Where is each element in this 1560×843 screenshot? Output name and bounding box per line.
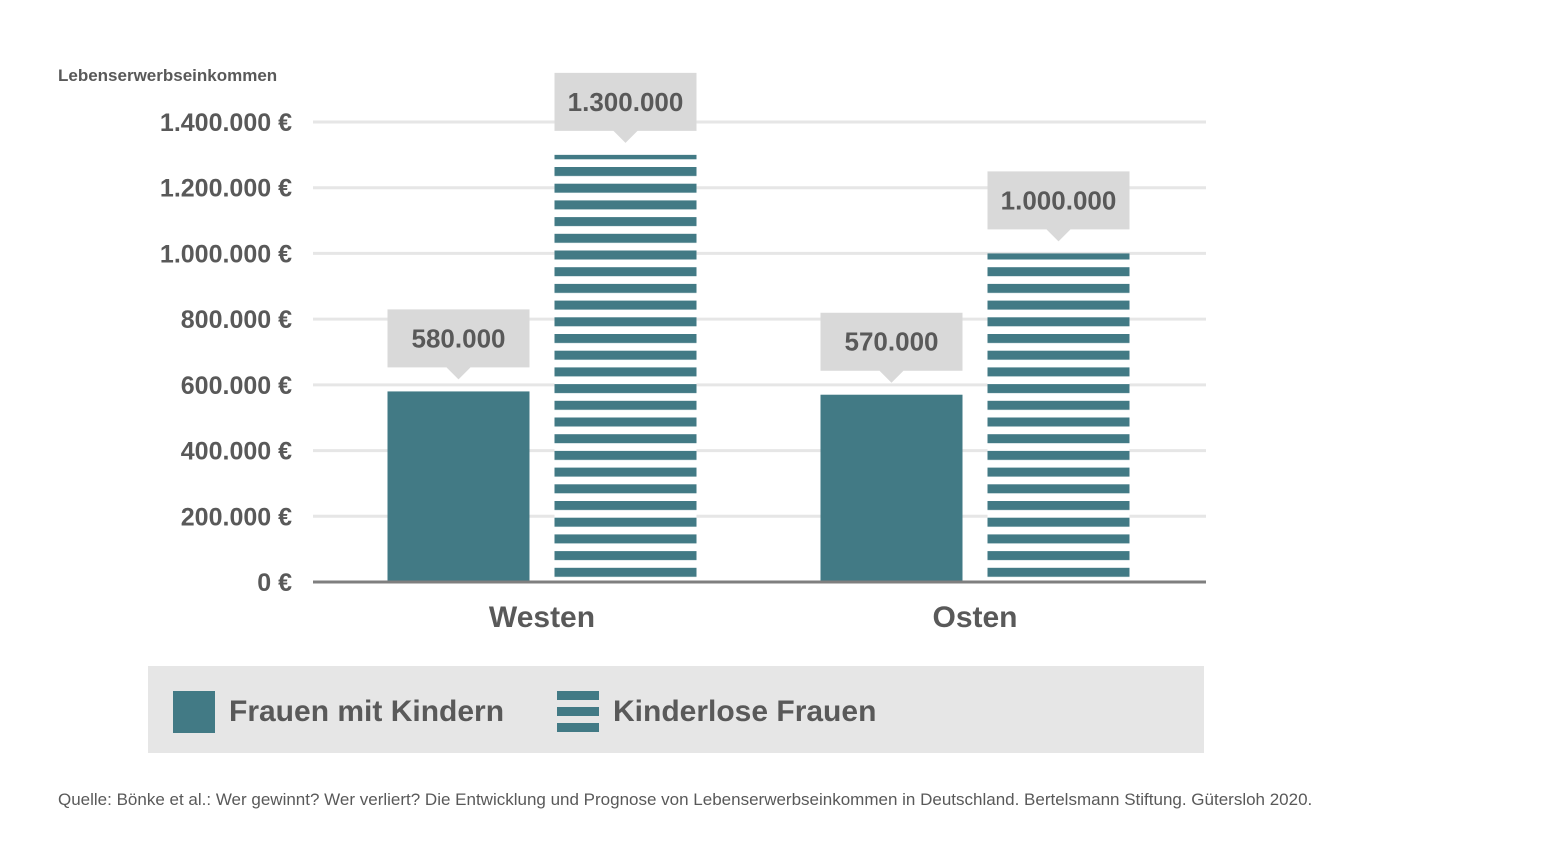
bar-frauen-mit-kindern	[387, 391, 530, 581]
x-axis-labels: Westen Osten	[489, 601, 1018, 634]
legend-label: Frauen mit Kindern	[229, 695, 505, 728]
bar-chart: 0 € 200.000 € 400.000 € 600.000 € 800.000 € 1…	[160, 72, 1206, 634]
legend: Frauen mit Kindern Kinderlose Frauen	[148, 666, 1204, 753]
y-tick-label: 0 €	[257, 569, 292, 597]
data-label-callout	[820, 312, 963, 383]
legend-label: Kinderlose Frauen	[613, 695, 877, 728]
bar-kinderlose-frauen	[554, 154, 697, 581]
legend-swatch-striped	[557, 691, 599, 733]
x-tick-label: Osten	[932, 601, 1017, 634]
y-tick-label: 1.200.000 €	[160, 175, 292, 203]
bars	[387, 154, 1130, 581]
data-labels: 580.000 1.300.000 570.000 1.000.000	[387, 72, 1130, 383]
data-label: 580.000	[412, 323, 506, 353]
bar-kinderlose-frauen	[987, 253, 1130, 581]
data-label-callout	[987, 171, 1130, 242]
data-label: 570.000	[845, 327, 939, 357]
y-axis-ticks: 0 € 200.000 € 400.000 € 600.000 € 800.000 € 1…	[160, 109, 292, 597]
data-label-callout	[387, 309, 530, 380]
data-label-callout	[554, 72, 697, 143]
data-label: 1.300.000	[568, 87, 684, 117]
y-tick-label: 1.400.000 €	[160, 109, 292, 137]
bar-frauen-mit-kindern	[820, 394, 963, 581]
y-tick-label: 400.000 €	[181, 438, 292, 466]
y-axis-title: Lebenserwerbseinkommen	[58, 66, 278, 85]
y-tick-label: 1.000.000 €	[160, 240, 292, 268]
legend-item-kinderlose-frauen: Kinderlose Frauen	[557, 691, 876, 733]
data-label: 1.000.000	[1001, 185, 1117, 215]
legend-swatch-solid	[173, 691, 215, 733]
y-tick-label: 800.000 €	[181, 306, 292, 334]
legend-item-frauen-mit-kindern: Frauen mit Kindern	[173, 691, 504, 733]
y-tick-label: 600.000 €	[181, 372, 292, 400]
x-tick-label: Westen	[489, 601, 595, 634]
source-note: Quelle: Bönke et al.: Wer gewinnt? Wer v…	[58, 790, 1313, 809]
y-tick-label: 200.000 €	[181, 503, 292, 531]
